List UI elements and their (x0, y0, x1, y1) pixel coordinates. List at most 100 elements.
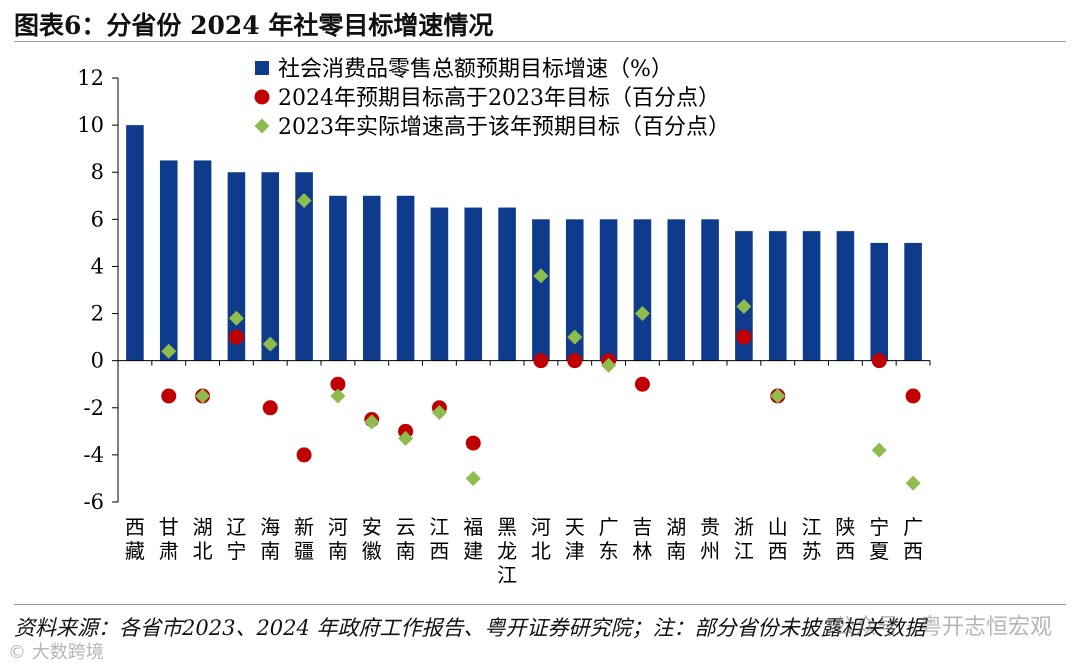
bar-西藏 (126, 125, 144, 361)
x-tick-label: 吉林 (632, 515, 652, 563)
x-tick-label: 黑龙江 (497, 515, 517, 587)
x-tick-label: 云南 (396, 515, 416, 563)
diamond-吉林 (634, 306, 650, 322)
bar-江苏 (802, 231, 821, 361)
y-tick-label: -4 (84, 443, 104, 467)
diamond-海南 (262, 336, 278, 352)
bar-河北 (532, 219, 550, 361)
dot-新疆 (296, 447, 312, 463)
bar-陕西 (836, 231, 855, 361)
y-tick-label: 4 (91, 254, 104, 278)
diamond-天津 (567, 329, 583, 345)
legend-dot-swatch (254, 89, 270, 105)
x-tick-label: 福建 (463, 515, 483, 563)
dot-甘肃 (161, 388, 177, 404)
diamond-新疆 (296, 192, 312, 208)
bar-山西 (768, 231, 787, 361)
marker-series (161, 192, 921, 491)
title-rule (14, 41, 1066, 42)
bar-湖南 (667, 219, 686, 361)
bar-浙江 (735, 231, 753, 361)
x-tick-label: 河北 (531, 515, 551, 563)
x-tick-label: 山西 (768, 515, 788, 563)
legend-diamond-swatch (254, 118, 270, 134)
y-tick-label: 8 (91, 160, 104, 184)
y-tick-label: 12 (77, 66, 104, 90)
bar-福建 (464, 207, 483, 361)
dot-浙江 (736, 329, 752, 345)
x-tick-label: 贵州 (700, 515, 720, 563)
diamond-湖北 (195, 388, 211, 404)
bar-甘肃 (159, 160, 178, 361)
bar-series (126, 125, 922, 361)
y-tick-label: 2 (91, 302, 104, 326)
x-tick-label: 江苏 (802, 515, 822, 563)
bar-贵州 (701, 219, 719, 361)
diamond-浙江 (736, 298, 752, 314)
x-tick-label: 安徽 (362, 515, 382, 563)
watermark-wechat: 公众号 · 粤开志恒宏观 (833, 615, 1052, 640)
diamond-辽宁 (228, 310, 244, 326)
x-tick-label: 宁夏 (869, 515, 889, 563)
y-tick-label: -6 (84, 490, 104, 514)
diamond-宁夏 (871, 442, 887, 458)
watermark-brand: © 大数跨境 (8, 642, 104, 663)
x-tick-label: 天津 (565, 515, 585, 563)
bar-广西 (904, 242, 922, 361)
source-note: 资料来源：各省市2023、2024 年政府工作报告、粤开证券研究院；注：部分省份… (14, 616, 926, 640)
y-tick-label: 10 (77, 113, 104, 137)
bar-安徽 (362, 195, 381, 361)
diamond-安徽 (364, 414, 380, 430)
x-tick-label: 陕西 (835, 515, 855, 563)
x-tick-label: 广东 (599, 515, 619, 563)
x-tick-label: 广西 (903, 515, 923, 563)
x-tick-label: 辽宁 (226, 515, 246, 563)
bar-天津 (565, 219, 584, 361)
dot-广西 (905, 388, 921, 404)
dot-宁夏 (871, 353, 887, 369)
dot-天津 (567, 353, 583, 369)
bar-宁夏 (870, 242, 889, 361)
diamond-广东 (601, 357, 617, 373)
x-tick-label: 河南 (328, 515, 348, 563)
dot-海南 (262, 400, 278, 416)
x-tick-label: 新疆 (294, 515, 314, 563)
legend: 社会消费品零售总额预期目标增速（%） 2024年预期目标高于2023年目标（百分点… (254, 57, 730, 140)
diamond-江西 (431, 404, 447, 420)
dot-吉林 (634, 376, 650, 392)
diamond-山西 (770, 388, 786, 404)
bar-江西 (430, 207, 449, 361)
legend-label: 2023年实际增速高于该年预期目标（百分点） (278, 115, 730, 140)
bar-广东 (599, 219, 618, 361)
diamond-广西 (905, 475, 921, 491)
x-tick-label: 海南 (260, 515, 280, 563)
bar-新疆 (295, 172, 313, 361)
source-rule (14, 604, 1066, 605)
figure-title: 图表6：分省份 2024 年社零目标增速情况 (14, 11, 494, 40)
bar-吉林 (633, 219, 652, 361)
diamond-河北 (533, 268, 549, 284)
legend-label: 2024年预期目标高于2023年目标（百分点） (278, 86, 720, 111)
x-tick-label: 浙江 (734, 515, 754, 563)
dot-河南 (330, 376, 346, 392)
diamond-福建 (465, 470, 481, 486)
x-tick-label: 湖北 (193, 515, 213, 563)
y-tick-label: 0 (91, 349, 104, 373)
diamond-云南 (398, 430, 414, 446)
x-tick-label: 甘肃 (159, 515, 179, 563)
x-axis-labels: 西藏甘肃湖北辽宁海南新疆河南安徽云南江西福建黑龙江河北天津广东吉林湖南贵州浙江山… (125, 515, 923, 587)
dot-河北 (533, 353, 549, 369)
diamond-河南 (330, 388, 346, 404)
dot-辽宁 (228, 329, 244, 345)
axes: -6 -4 -2 0 2 4 6 8 10 12 (77, 66, 931, 514)
x-tick-label: 江西 (429, 515, 449, 563)
bar-海南 (261, 172, 280, 361)
x-tick-label: 湖南 (666, 515, 686, 563)
y-tick-label: -2 (84, 396, 104, 420)
bar-辽宁 (227, 172, 246, 361)
bar-黑龙江 (498, 207, 516, 361)
x-tick-label: 西藏 (125, 515, 145, 563)
legend-label: 社会消费品零售总额预期目标增速（%） (278, 57, 673, 82)
diamond-甘肃 (161, 343, 177, 359)
